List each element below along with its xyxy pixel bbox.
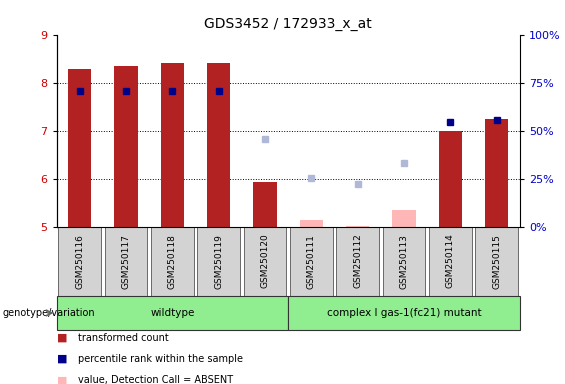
Text: ■: ■ — [56, 354, 67, 364]
Bar — [68, 69, 92, 227]
Bar — [56, 296, 288, 330]
Bar — [429, 227, 472, 296]
Bar — [336, 227, 379, 296]
Text: GSM250115: GSM250115 — [492, 234, 501, 288]
Text: GSM250114: GSM250114 — [446, 234, 455, 288]
Text: GSM250111: GSM250111 — [307, 234, 316, 288]
Bar — [161, 63, 184, 227]
Bar — [300, 220, 323, 227]
Bar — [105, 227, 147, 296]
Bar — [197, 227, 240, 296]
Text: GSM250112: GSM250112 — [353, 234, 362, 288]
Bar — [290, 227, 333, 296]
Text: ■: ■ — [56, 333, 67, 343]
Text: GSM250119: GSM250119 — [214, 234, 223, 288]
Bar — [439, 131, 462, 227]
Bar — [393, 210, 416, 227]
Title: GDS3452 / 172933_x_at: GDS3452 / 172933_x_at — [205, 17, 372, 31]
Bar — [288, 296, 520, 330]
Bar — [346, 226, 370, 227]
Text: transformed count: transformed count — [78, 333, 169, 343]
Bar — [254, 182, 277, 227]
Bar — [244, 227, 286, 296]
Bar — [485, 119, 508, 227]
Text: value, Detection Call = ABSENT: value, Detection Call = ABSENT — [78, 375, 233, 384]
Bar — [151, 227, 194, 296]
Bar — [58, 227, 101, 296]
Bar — [383, 227, 425, 296]
Bar — [475, 227, 518, 296]
Bar — [207, 63, 231, 227]
Text: GSM250117: GSM250117 — [121, 234, 131, 288]
Text: GSM250120: GSM250120 — [260, 234, 270, 288]
Text: complex I gas-1(fc21) mutant: complex I gas-1(fc21) mutant — [327, 308, 481, 318]
Text: genotype/variation: genotype/variation — [3, 308, 95, 318]
Text: GSM250118: GSM250118 — [168, 234, 177, 288]
Text: wildtype: wildtype — [150, 308, 194, 318]
Text: ■: ■ — [56, 375, 67, 384]
Text: percentile rank within the sample: percentile rank within the sample — [78, 354, 243, 364]
Text: GSM250113: GSM250113 — [399, 234, 408, 288]
Bar — [115, 66, 138, 227]
Text: GSM250116: GSM250116 — [75, 234, 84, 288]
